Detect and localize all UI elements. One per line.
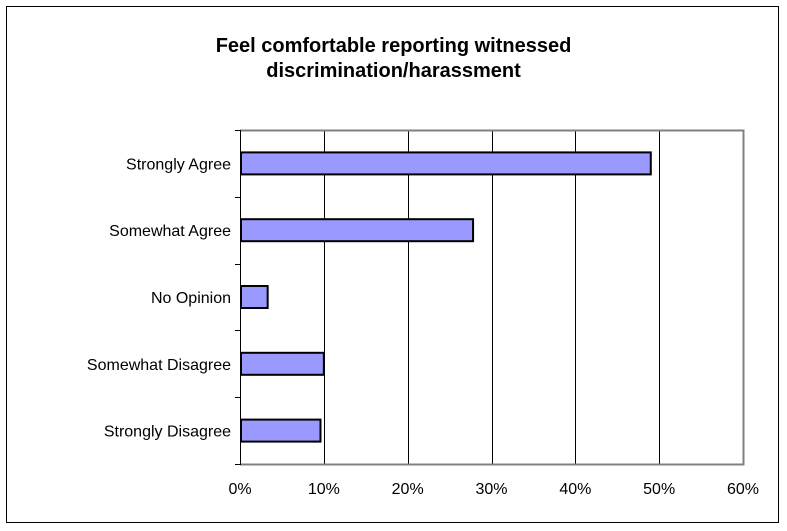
- chart-title-line-2: discrimination/harassment: [266, 60, 521, 82]
- bar-somewhat-agree: [240, 218, 475, 243]
- axes: [235, 129, 745, 466]
- x-tick-label: 60%: [727, 481, 759, 498]
- chart-title: Feel comfortable reporting witnessed dis…: [0, 34, 787, 84]
- bars: [240, 151, 652, 443]
- bar-strongly-disagree: [240, 418, 322, 443]
- x-tick-label: 50%: [643, 481, 675, 498]
- category-label: Strongly Disagree: [104, 424, 231, 441]
- category-label: No Opinion: [151, 290, 231, 307]
- bar-strongly-agree: [240, 151, 652, 176]
- x-tick-label: 10%: [308, 481, 340, 498]
- category-label: Somewhat Disagree: [87, 357, 231, 374]
- category-labels: Strongly Agree Somewhat Agree No Opinion So…: [87, 156, 231, 440]
- chart-title-line-1: Feel comfortable reporting witnessed: [215, 35, 572, 57]
- x-tick-label: 40%: [559, 481, 591, 498]
- tick-labels: 0% 10% 20% 30% 40% 50% 60%: [228, 481, 759, 498]
- plot-border: [240, 129, 745, 466]
- x-tick-label: 20%: [392, 481, 424, 498]
- bar-somewhat-disagree: [240, 351, 325, 376]
- bar-no-opinion: [240, 285, 269, 309]
- x-tick-label: 0%: [228, 481, 251, 498]
- x-tick-label: 30%: [475, 481, 507, 498]
- category-label: Somewhat Agree: [109, 223, 231, 240]
- gridlines: [324, 130, 660, 464]
- chart-area: [6, 6, 779, 523]
- category-label: Strongly Agree: [126, 156, 231, 173]
